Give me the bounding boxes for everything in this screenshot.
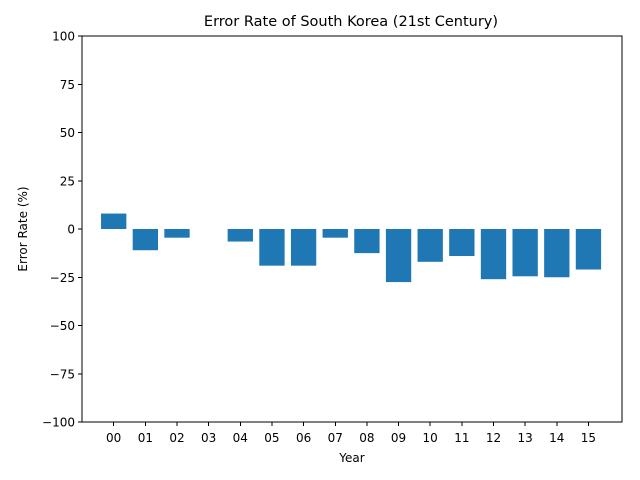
x-tick-label: 02 — [169, 431, 184, 445]
x-axis-label: Year — [338, 451, 364, 465]
x-tick-label: 07 — [328, 431, 343, 445]
bar-05 — [259, 229, 285, 266]
y-axis: −100 −75 −50 −25 0 25 50 75 100 — [42, 30, 82, 430]
y-tick-label: 50 — [60, 126, 75, 140]
x-tick-label: 04 — [233, 431, 248, 445]
y-tick-label: 75 — [60, 78, 75, 92]
x-tick-label: 09 — [391, 431, 406, 445]
y-tick-label: −25 — [50, 271, 75, 285]
bars-group — [101, 213, 602, 283]
x-tick-label: 05 — [264, 431, 279, 445]
bar-10 — [417, 229, 443, 262]
y-tick-label: 100 — [52, 30, 75, 44]
chart-title: Error Rate of South Korea (21st Century) — [204, 14, 498, 30]
y-tick-label: −75 — [50, 367, 75, 381]
bar-11 — [449, 229, 475, 257]
bar-12 — [480, 229, 507, 280]
y-tick-label: 25 — [60, 174, 75, 188]
x-tick-label: 08 — [359, 431, 374, 445]
y-axis-label: Error Rate (%) — [16, 186, 30, 271]
bar-02 — [164, 229, 190, 238]
y-tick-label: 0 — [67, 223, 75, 237]
bar-01 — [132, 229, 159, 251]
bar-13 — [512, 229, 538, 277]
x-tick-label: 13 — [518, 431, 533, 445]
y-tick-label: −50 — [50, 319, 75, 333]
x-tick-label: 00 — [106, 431, 121, 445]
bar-15 — [575, 229, 602, 270]
bar-04 — [227, 229, 253, 242]
x-tick-label: 06 — [296, 431, 311, 445]
x-tick-label: 15 — [581, 431, 596, 445]
x-tick-label: 10 — [423, 431, 438, 445]
x-tick-label: 11 — [454, 431, 469, 445]
bar-07 — [322, 229, 348, 238]
plot-frame — [81, 35, 623, 423]
x-tick-label: 12 — [486, 431, 501, 445]
bar-08 — [354, 229, 380, 254]
bar-14 — [544, 229, 570, 278]
x-axis: 00 01 02 03 04 05 06 07 08 09 10 11 12 13 14 15 — [106, 422, 596, 445]
bar-06 — [290, 229, 317, 266]
x-tick-label: 14 — [549, 431, 564, 445]
bar-00 — [101, 213, 127, 229]
x-tick-label: 01 — [138, 431, 153, 445]
x-tick-label: 03 — [201, 431, 216, 445]
bar-09 — [385, 229, 412, 283]
y-tick-label: −100 — [42, 416, 75, 430]
